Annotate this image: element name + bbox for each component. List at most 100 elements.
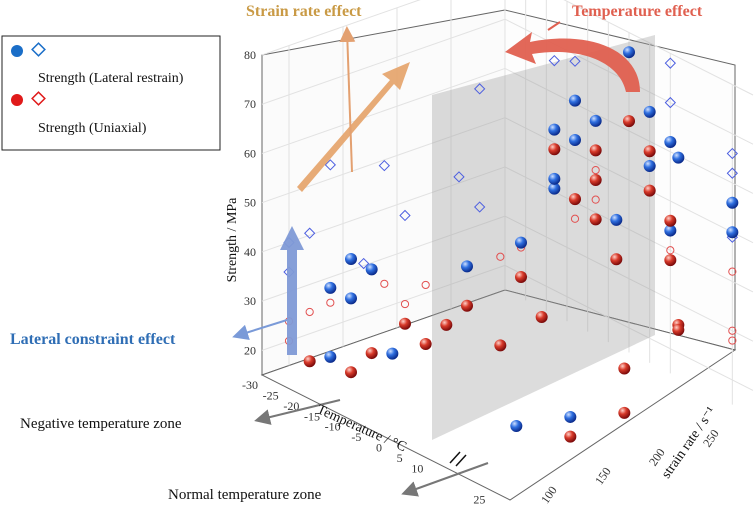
uniaxial-sphere-point bbox=[535, 311, 548, 324]
uniaxial-sphere-point bbox=[548, 143, 561, 156]
strain-rate-tick-label: 150 bbox=[592, 465, 614, 488]
uniaxial-sphere-point bbox=[494, 339, 507, 352]
uniaxial-sphere-point bbox=[618, 362, 631, 375]
lateral-sphere-point bbox=[345, 252, 357, 265]
uniaxial-sphere-point bbox=[589, 213, 602, 226]
uniaxial-sphere-point bbox=[589, 144, 602, 157]
uniaxial-open-point bbox=[570, 214, 580, 223]
lateral-sphere-point bbox=[386, 347, 399, 360]
temperature-effect-label: Temperature effect bbox=[572, 3, 703, 20]
lateral-sphere-point bbox=[461, 260, 473, 273]
data-marks bbox=[283, 46, 739, 443]
uniaxial-sphere-point bbox=[664, 254, 677, 267]
strength-tick-label: 30 bbox=[244, 294, 256, 308]
lateral-diamond-point bbox=[453, 171, 465, 183]
uniaxial-open-point bbox=[666, 246, 675, 255]
lateral-sphere-point bbox=[365, 263, 378, 276]
gridline-strength-left bbox=[261, 264, 506, 351]
legend-red-dot-icon bbox=[11, 94, 23, 106]
strain-rate-thin-arrow bbox=[339, 26, 356, 173]
strength-tick-label: 20 bbox=[244, 343, 256, 357]
gridline-strength-left bbox=[261, 0, 421, 56]
uniaxial-open-point bbox=[728, 326, 737, 335]
normal-zone-arrow bbox=[401, 462, 489, 497]
lateral-diamond-point bbox=[726, 167, 738, 179]
lateral-sphere-point bbox=[324, 350, 337, 363]
lateral-diamond-point bbox=[358, 257, 370, 270]
temperature-tick-label: -15 bbox=[304, 409, 320, 423]
uniaxial-sphere-point bbox=[664, 214, 677, 227]
lateral-sphere-point bbox=[664, 135, 677, 148]
temperature-tick-label: 30 bbox=[494, 503, 506, 506]
uniaxial-open-point bbox=[380, 279, 389, 288]
uniaxial-sphere-point bbox=[399, 317, 411, 330]
negative-zone-arrow bbox=[254, 399, 341, 425]
uniaxial-sphere-point bbox=[345, 366, 357, 379]
lateral-sphere-point bbox=[623, 46, 635, 59]
temperature-effect-thin-arrow bbox=[547, 21, 561, 31]
lateral-constraint-effect-label: Lateral constraint effect bbox=[10, 331, 176, 348]
uniaxial-open-point bbox=[728, 267, 737, 276]
uniaxial-open-point bbox=[728, 336, 737, 345]
lateral-sphere-point bbox=[569, 94, 581, 107]
lateral-sphere-point bbox=[548, 182, 561, 195]
lateral-diamond-point bbox=[474, 83, 486, 95]
lateral-sphere-point bbox=[548, 123, 561, 136]
strength-tick-label: 40 bbox=[244, 245, 256, 259]
lateral-sphere-point bbox=[324, 281, 337, 294]
temperature-tick-label: 10 bbox=[411, 461, 423, 475]
strain-rate-big-arrow bbox=[297, 62, 410, 192]
lateral-sphere-point bbox=[672, 151, 685, 164]
temperature-tick-label: 0 bbox=[376, 441, 382, 455]
legend-lateral-label: Strength (Lateral restrain) bbox=[38, 71, 184, 86]
uniaxial-sphere-point bbox=[589, 173, 602, 186]
temperature-tick-label: -20 bbox=[283, 399, 299, 413]
lateral-sphere-point bbox=[510, 419, 523, 432]
lateral-sphere-point bbox=[664, 224, 677, 237]
legend-uniaxial-label: Strength (Uniaxial) bbox=[38, 121, 147, 136]
lateral-constraint-big-arrow bbox=[280, 226, 304, 355]
y-axis-title: Strength / MPa bbox=[225, 197, 240, 283]
legend-red-diamond-icon bbox=[31, 91, 46, 106]
strength-tick-label: 70 bbox=[244, 97, 256, 111]
uniaxial-sphere-point bbox=[610, 253, 623, 266]
negative-zone-label: Negative temperature zone bbox=[20, 416, 182, 432]
uniaxial-sphere-point bbox=[643, 145, 656, 158]
gridline-strength-left bbox=[261, 18, 506, 105]
lateral-sphere-point bbox=[726, 226, 739, 239]
lateral-diamond-point bbox=[548, 55, 560, 67]
lateral-diamond-point bbox=[664, 96, 676, 109]
temperature-effect-curved-arrow bbox=[505, 32, 640, 92]
lateral-diamond-point bbox=[569, 55, 581, 67]
temperature-tick-label: 25 bbox=[473, 493, 485, 506]
legend-blue-diamond-icon bbox=[31, 42, 46, 57]
uniaxial-open-point bbox=[591, 195, 600, 204]
uniaxial-sphere-point bbox=[618, 406, 631, 419]
legend-blue-dot-icon bbox=[11, 45, 23, 57]
gridline-strength-left bbox=[261, 166, 506, 253]
lateral-diamond-point bbox=[304, 227, 316, 239]
lateral-sphere-point bbox=[569, 134, 581, 147]
temperature-tick-label: 5 bbox=[397, 451, 403, 465]
lateral-sphere-point bbox=[610, 213, 623, 226]
uniaxial-open-point bbox=[496, 252, 505, 261]
legend: Strength (Lateral restrain) Strength (Un… bbox=[1, 35, 221, 151]
uniaxial-sphere-point bbox=[440, 318, 453, 331]
uniaxial-open-point bbox=[326, 298, 335, 307]
temperature-tick-label: -10 bbox=[325, 420, 341, 434]
strength-tick-label: 60 bbox=[244, 146, 256, 160]
lateral-sphere-point bbox=[548, 172, 561, 185]
strength-tick-label: 80 bbox=[244, 48, 256, 62]
effect-arrows bbox=[232, 21, 640, 497]
uniaxial-sphere-point bbox=[303, 355, 316, 368]
uniaxial-sphere-point bbox=[461, 299, 473, 312]
uniaxial-sphere-point bbox=[672, 323, 685, 336]
uniaxial-open-point bbox=[305, 307, 314, 317]
normal-zone-label: Normal temperature zone bbox=[168, 487, 322, 503]
strain-rate-tick-label: 100 bbox=[538, 484, 560, 506]
uniaxial-sphere-point bbox=[569, 193, 581, 206]
uniaxial-open-point bbox=[400, 299, 410, 309]
uniaxial-open-point bbox=[421, 280, 430, 290]
gridline-strength-left bbox=[261, 215, 506, 302]
